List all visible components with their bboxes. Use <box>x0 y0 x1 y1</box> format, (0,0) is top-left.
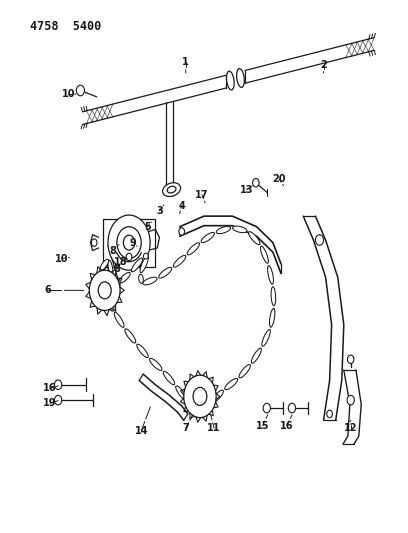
Circle shape <box>76 85 84 96</box>
Text: 8: 8 <box>113 264 120 274</box>
Ellipse shape <box>143 253 148 259</box>
Circle shape <box>347 395 354 405</box>
Ellipse shape <box>271 287 276 306</box>
Ellipse shape <box>176 386 186 400</box>
Circle shape <box>55 395 62 405</box>
Ellipse shape <box>105 271 118 283</box>
Ellipse shape <box>233 226 247 232</box>
Text: 20: 20 <box>272 174 286 184</box>
Ellipse shape <box>200 403 211 416</box>
Ellipse shape <box>108 302 114 311</box>
Text: 1: 1 <box>182 58 189 67</box>
Ellipse shape <box>211 390 223 403</box>
Text: 3: 3 <box>156 206 163 216</box>
Text: 4: 4 <box>178 200 185 211</box>
Circle shape <box>98 282 111 299</box>
Circle shape <box>327 410 333 418</box>
Ellipse shape <box>100 260 109 270</box>
Ellipse shape <box>119 272 130 283</box>
Circle shape <box>126 253 132 261</box>
Text: 4758  5400: 4758 5400 <box>30 20 101 33</box>
Text: 10: 10 <box>62 89 75 99</box>
Text: 9: 9 <box>130 238 136 248</box>
Text: 12: 12 <box>344 423 357 433</box>
Text: 18: 18 <box>114 257 128 267</box>
Ellipse shape <box>162 183 181 197</box>
Ellipse shape <box>216 227 231 233</box>
Text: 10: 10 <box>55 254 69 263</box>
Circle shape <box>117 227 141 259</box>
Circle shape <box>263 403 271 413</box>
Circle shape <box>89 270 120 311</box>
Ellipse shape <box>188 401 199 416</box>
Ellipse shape <box>100 268 104 273</box>
Ellipse shape <box>167 187 176 193</box>
Text: 8: 8 <box>109 246 116 256</box>
Text: 7: 7 <box>182 423 189 433</box>
Text: 11: 11 <box>207 423 221 433</box>
Text: 17: 17 <box>195 190 209 200</box>
Circle shape <box>91 239 97 246</box>
Ellipse shape <box>114 312 124 327</box>
Ellipse shape <box>270 308 275 327</box>
Ellipse shape <box>107 282 113 300</box>
Ellipse shape <box>143 277 157 285</box>
Ellipse shape <box>173 255 186 267</box>
Ellipse shape <box>251 348 262 364</box>
Circle shape <box>253 179 259 187</box>
Ellipse shape <box>108 261 113 279</box>
Ellipse shape <box>226 71 234 90</box>
FancyBboxPatch shape <box>103 219 155 266</box>
Circle shape <box>288 403 295 413</box>
Text: 13: 13 <box>240 184 253 195</box>
Ellipse shape <box>260 246 268 263</box>
Ellipse shape <box>140 256 149 273</box>
Ellipse shape <box>137 344 148 358</box>
Ellipse shape <box>262 329 271 346</box>
Ellipse shape <box>131 258 143 272</box>
Ellipse shape <box>239 365 251 378</box>
Text: 6: 6 <box>44 285 51 295</box>
Circle shape <box>108 215 150 270</box>
Circle shape <box>193 387 207 406</box>
Text: 16: 16 <box>43 383 57 393</box>
Circle shape <box>315 235 324 245</box>
Circle shape <box>348 355 354 364</box>
Ellipse shape <box>139 274 143 284</box>
Text: 15: 15 <box>256 421 270 431</box>
Circle shape <box>184 375 216 418</box>
Text: 2: 2 <box>320 60 327 70</box>
Ellipse shape <box>225 378 237 390</box>
Ellipse shape <box>237 69 244 87</box>
Ellipse shape <box>159 268 172 278</box>
Ellipse shape <box>125 329 136 343</box>
Text: 5: 5 <box>144 222 151 232</box>
Text: 14: 14 <box>135 426 148 436</box>
Text: 19: 19 <box>43 398 57 408</box>
Ellipse shape <box>268 265 273 284</box>
Ellipse shape <box>248 232 260 245</box>
Ellipse shape <box>150 358 162 370</box>
Text: 16: 16 <box>280 421 294 431</box>
Circle shape <box>179 228 184 235</box>
Ellipse shape <box>163 371 175 385</box>
Circle shape <box>55 380 62 390</box>
Ellipse shape <box>201 232 215 243</box>
Circle shape <box>123 235 135 250</box>
Ellipse shape <box>187 243 200 255</box>
